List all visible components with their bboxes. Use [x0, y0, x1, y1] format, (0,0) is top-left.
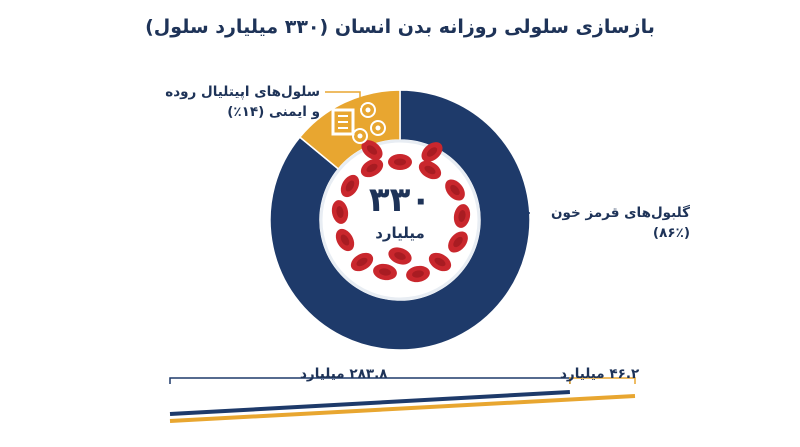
red-blood-cell-icon [448, 231, 468, 253]
red-blood-cell-icon [428, 252, 452, 272]
slice-label-epithelial-line2: و ایمنی (۱۴٪) [227, 104, 320, 120]
bar-bracket-epithelial [569, 377, 636, 384]
stacked-bar-chart [169, 377, 636, 423]
red-blood-cell-icon [388, 154, 412, 170]
bar-segment-red-blood-cells [169, 390, 571, 416]
slice-label-rbc-line2: (۸۶٪) [652, 225, 690, 241]
slice-label-epithelial-line1: سلول‌های اپیتلیال روده [165, 84, 320, 100]
red-blood-cell-icon [373, 263, 397, 281]
center-total-value: ۳۳۰ [368, 180, 432, 220]
slice-label-epithelial: سلول‌های اپیتلیال روده و ایمنی (۱۴٪) [150, 82, 320, 122]
red-blood-cell-icon [418, 160, 442, 180]
red-blood-cell-icon [350, 252, 374, 272]
red-blood-cell-icon [360, 158, 384, 178]
slice-label-red-blood-cells: گلبول‌های قرمز خون (۸۶٪) [520, 203, 690, 243]
red-blood-cell-icon [331, 200, 349, 224]
immune-cell-icon [352, 128, 368, 144]
red-blood-cell-icon [361, 140, 383, 160]
leader-line-epithelial [325, 91, 361, 108]
epithelial-icons [331, 102, 386, 144]
bar-label-red-blood-cells: ۲۸۳.۸ میلیارد [300, 366, 388, 382]
chart-title: بازسازی سلولی روزانه بدن انسان (۳۳۰ میلی… [145, 16, 655, 38]
red-blood-cell-icon [335, 228, 355, 252]
immune-cell-icon [370, 120, 386, 136]
slice-label-rbc-line1: گلبول‌های قرمز خون [551, 205, 690, 221]
red-blood-cell-icon [406, 265, 430, 283]
red-blood-cell-icon [421, 142, 443, 162]
red-blood-cell-icon [453, 204, 471, 228]
bar-segment-epithelial [169, 394, 636, 423]
immune-cell-icon [360, 102, 376, 118]
red-blood-cell-icon [388, 247, 412, 265]
center-total-unit: میلیارد [375, 224, 425, 242]
leader-lines [325, 91, 530, 214]
bar-label-epithelial: ۴۶.۲ میلیارد [560, 366, 640, 382]
red-blood-cell-icon-group [331, 140, 471, 283]
red-blood-cell-icon [445, 179, 465, 201]
red-blood-cell-icon [340, 174, 360, 198]
